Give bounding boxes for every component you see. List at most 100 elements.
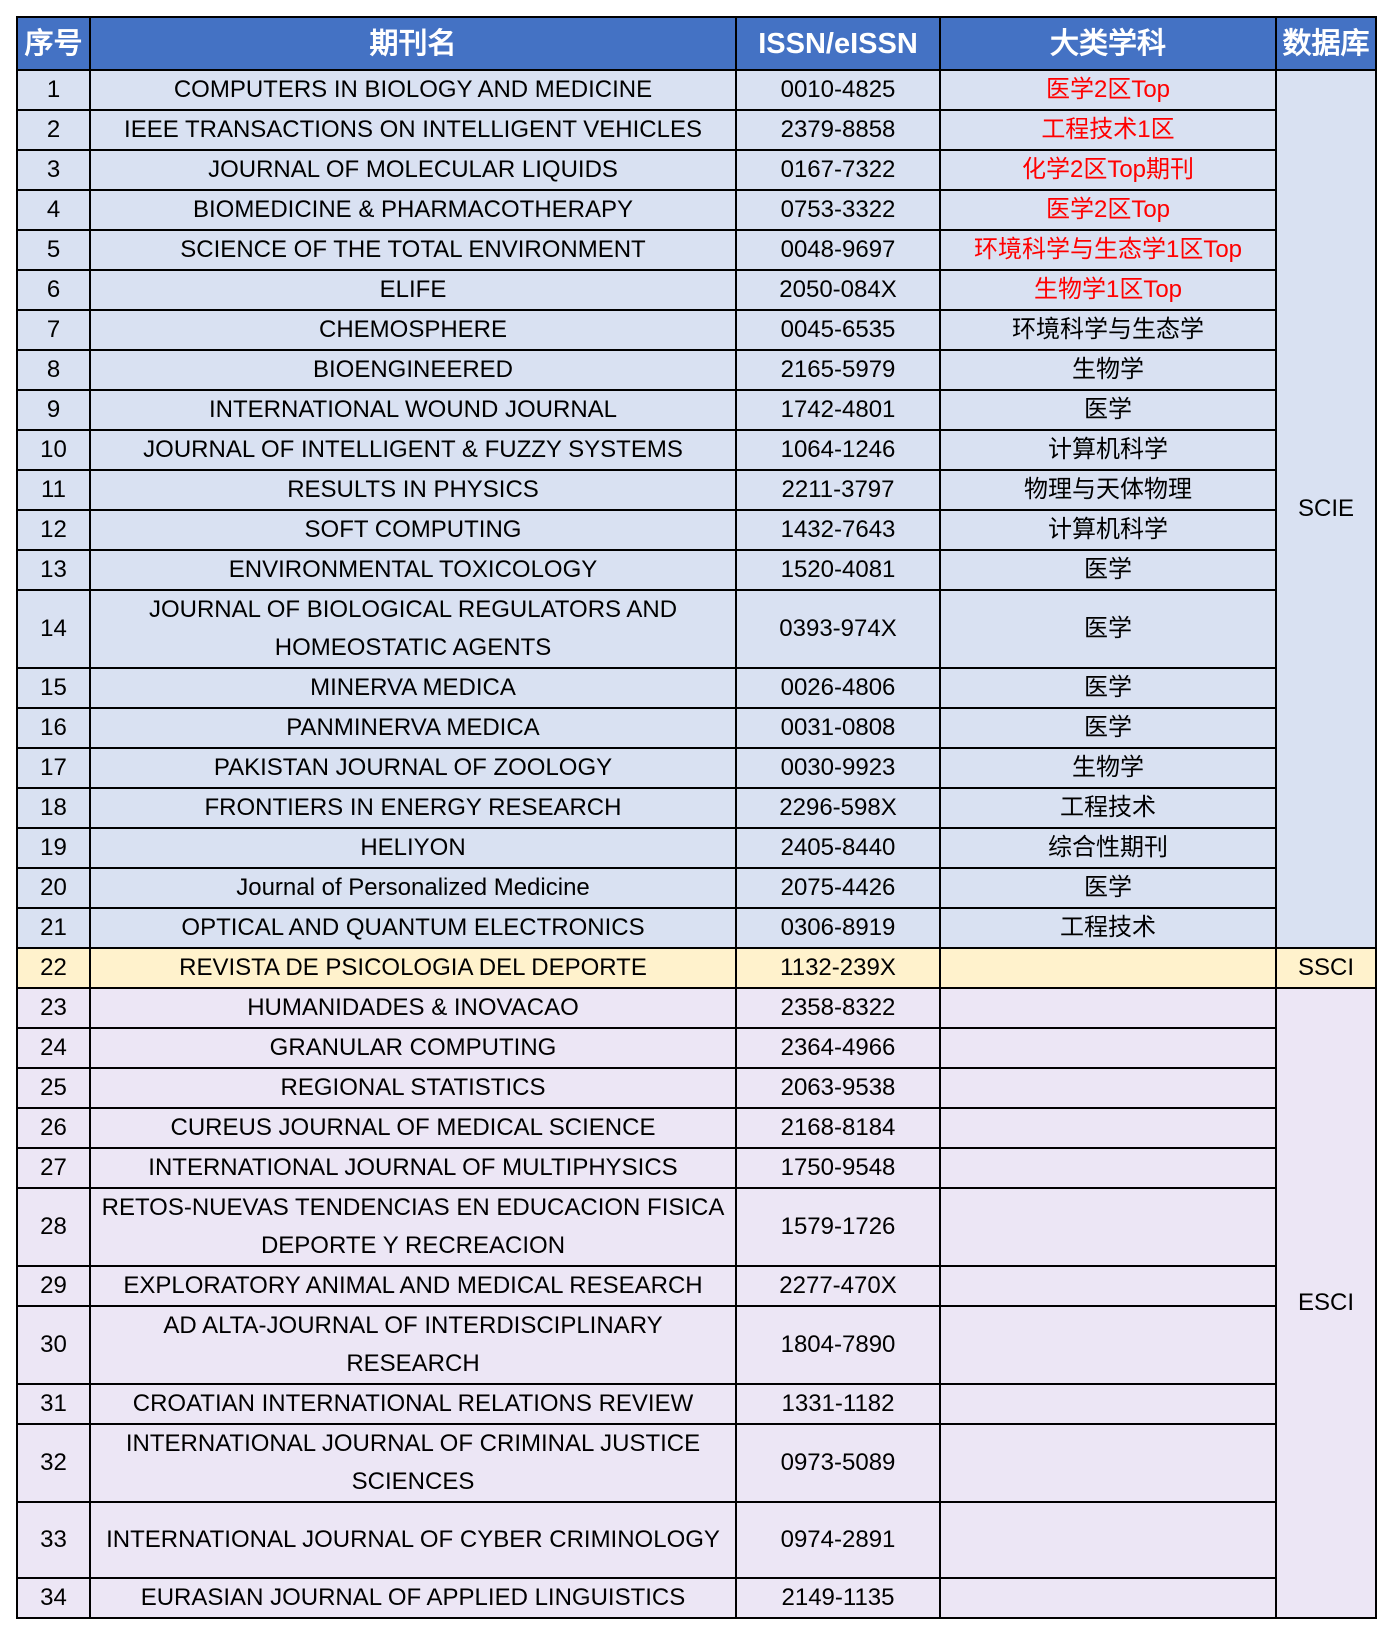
table-row: 25 REGIONAL STATISTICS 2063-9538: [16, 1067, 1376, 1109]
table-row: 5 SCIENCE OF THE TOTAL ENVIRONMENT 0048-96…: [16, 229, 1376, 271]
table-row: 12 SOFT COMPUTING 1432-7643 计算机科学: [16, 509, 1376, 551]
row-number: 25: [16, 1067, 91, 1109]
subject: 医学: [939, 549, 1277, 591]
table-body: 1 COMPUTERS IN BIOLOGY AND MEDICINE 0010-4…: [16, 69, 1377, 1619]
table-row: 7 CHEMOSPHERE 0045-6535 环境科学与生态学: [16, 309, 1376, 351]
issn: 1520-4081: [735, 549, 941, 591]
table-row: 4 BIOMEDICINE & PHARMACOTHERAPY 0753-3322 医…: [16, 189, 1376, 231]
row-number: 2: [16, 109, 91, 151]
issn: 2168-8184: [735, 1107, 941, 1149]
journal-name: CROATIAN INTERNATIONAL RELATIONS REVIEW: [89, 1383, 737, 1425]
journal-name: BIOMEDICINE & PHARMACOTHERAPY: [89, 189, 737, 231]
journal-name: CHEMOSPHERE: [89, 309, 737, 351]
issn: 0010-4825: [735, 69, 941, 111]
subject: 医学: [939, 707, 1277, 749]
subject: [939, 1147, 1277, 1189]
journal-name: PANMINERVA MEDICA: [89, 707, 737, 749]
row-number: 3: [16, 149, 91, 191]
row-number: 17: [16, 747, 91, 789]
journal-name: JOURNAL OF BIOLOGICAL REGULATORS AND HOM…: [89, 589, 737, 669]
journal-name: OPTICAL AND QUANTUM ELECTRONICS: [89, 907, 737, 949]
row-number: 5: [16, 229, 91, 271]
table-row: 3 JOURNAL OF MOLECULAR LIQUIDS 0167-7322 化学…: [16, 149, 1376, 191]
issn: 2050-084X: [735, 269, 941, 311]
journal-name: EXPLORATORY ANIMAL AND MEDICAL RESEARCH: [89, 1265, 737, 1307]
row-number: 16: [16, 707, 91, 749]
journal-name: RESULTS IN PHYSICS: [89, 469, 737, 511]
issn: 2277-470X: [735, 1265, 941, 1307]
journal-name: ENVIRONMENTAL TOXICOLOGY: [89, 549, 737, 591]
journal-name: INTERNATIONAL WOUND JOURNAL: [89, 389, 737, 431]
row-number: 6: [16, 269, 91, 311]
subject: 医学: [939, 389, 1277, 431]
issn: 0753-3322: [735, 189, 941, 231]
header-row: 序号 期刊名 ISSN/eISSN 大类学科 数据库: [16, 16, 1377, 71]
subject: [939, 1107, 1277, 1149]
table-row: 27 INTERNATIONAL JOURNAL OF MULTIPHYSICS 1…: [16, 1147, 1376, 1189]
table-row: 19 HELIYON 2405-8440 综合性期刊: [16, 827, 1376, 869]
subject: 医学: [939, 589, 1277, 669]
row-number: 28: [16, 1187, 91, 1267]
row-number: 19: [16, 827, 91, 869]
subject: 工程技术: [939, 787, 1277, 829]
header-subject: 大类学科: [939, 16, 1277, 71]
subject: 化学2区Top期刊: [939, 149, 1277, 191]
table-row: 2 IEEE TRANSACTIONS ON INTELLIGENT VEHICL…: [16, 109, 1376, 151]
issn: 0974-2891: [735, 1501, 941, 1579]
row-number: 33: [16, 1501, 91, 1579]
subject: 生物学: [939, 747, 1277, 789]
row-number: 9: [16, 389, 91, 431]
issn: 1742-4801: [735, 389, 941, 431]
database-ssci: SSCI: [1275, 947, 1377, 989]
journal-name: MINERVA MEDICA: [89, 667, 737, 709]
journal-name: SCIENCE OF THE TOTAL ENVIRONMENT: [89, 229, 737, 271]
journal-name: IEEE TRANSACTIONS ON INTELLIGENT VEHICLE…: [89, 109, 737, 151]
journal-name: COMPUTERS IN BIOLOGY AND MEDICINE: [89, 69, 737, 111]
issn: 1804-7890: [735, 1305, 941, 1385]
table-row: 8 BIOENGINEERED 2165-5979 生物学: [16, 349, 1376, 391]
subject: 医学2区Top: [939, 189, 1277, 231]
journal-name: CUREUS JOURNAL OF MEDICAL SCIENCE: [89, 1107, 737, 1149]
table-row: 31 CROATIAN INTERNATIONAL RELATIONS REVIE…: [16, 1383, 1376, 1425]
subject: 计算机科学: [939, 509, 1277, 551]
header-journal-name: 期刊名: [89, 16, 737, 71]
table-row: 14 JOURNAL OF BIOLOGICAL REGULATORS AND H…: [16, 589, 1376, 669]
table-row: 16 PANMINERVA MEDICA 0031-0808 医学: [16, 707, 1376, 749]
issn: 0026-4806: [735, 667, 941, 709]
row-number: 27: [16, 1147, 91, 1189]
issn: 1064-1246: [735, 429, 941, 471]
journal-name: JOURNAL OF INTELLIGENT & FUZZY SYSTEMS: [89, 429, 737, 471]
table-row: 10 JOURNAL OF INTELLIGENT & FUZZY SYSTEMS…: [16, 429, 1376, 471]
header-number: 序号: [16, 16, 91, 71]
table-row: 20 Journal of Personalized Medicine 2075-4…: [16, 867, 1376, 909]
journal-name: FRONTIERS IN ENERGY RESEARCH: [89, 787, 737, 829]
issn: 0973-5089: [735, 1423, 941, 1503]
journal-name: INTERNATIONAL JOURNAL OF CRIMINAL JUSTIC…: [89, 1423, 737, 1503]
journal-name: REGIONAL STATISTICS: [89, 1067, 737, 1109]
subject: 生物学1区Top: [939, 269, 1277, 311]
row-number: 26: [16, 1107, 91, 1149]
journal-name: INTERNATIONAL JOURNAL OF CYBER CRIMINOLO…: [89, 1501, 737, 1579]
table-row: 34 EURASIAN JOURNAL OF APPLIED LINGUISTIC…: [16, 1577, 1376, 1619]
table-row: 17 PAKISTAN JOURNAL OF ZOOLOGY 0030-9923 生物…: [16, 747, 1376, 789]
journal-name: AD ALTA-JOURNAL OF INTERDISCIPLINARY RES…: [89, 1305, 737, 1385]
issn: 1579-1726: [735, 1187, 941, 1267]
table-row: 13 ENVIRONMENTAL TOXICOLOGY 1520-4081 医学: [16, 549, 1376, 591]
issn: 2063-9538: [735, 1067, 941, 1109]
subject: 医学2区Top: [939, 69, 1277, 111]
row-number: 31: [16, 1383, 91, 1425]
subject: 环境科学与生态学1区Top: [939, 229, 1277, 271]
table-row: 18 FRONTIERS IN ENERGY RESEARCH 2296-598X 工…: [16, 787, 1376, 829]
subject: [939, 1305, 1277, 1385]
journal-name: RETOS-NUEVAS TENDENCIAS EN EDUCACION FIS…: [89, 1187, 737, 1267]
issn: 0393-974X: [735, 589, 941, 669]
row-number: 34: [16, 1577, 91, 1619]
row-number: 23: [16, 987, 91, 1029]
row-number: 11: [16, 469, 91, 511]
journal-name: BIOENGINEERED: [89, 349, 737, 391]
row-number: 22: [16, 947, 91, 989]
issn: 2149-1135: [735, 1577, 941, 1619]
issn: 2165-5979: [735, 349, 941, 391]
issn: 2296-598X: [735, 787, 941, 829]
header-database: 数据库: [1275, 16, 1377, 71]
